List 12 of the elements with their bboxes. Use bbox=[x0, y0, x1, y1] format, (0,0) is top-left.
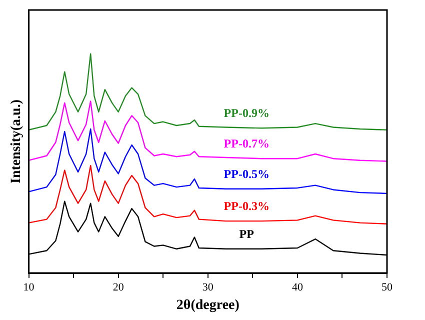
y-axis-title: Intensity(a.u.) bbox=[9, 99, 24, 184]
series-label: PP bbox=[239, 226, 254, 241]
x-tick-label: 10 bbox=[23, 281, 35, 294]
series-label: PP-0.5% bbox=[224, 166, 270, 181]
series-label: PP-0.3% bbox=[224, 199, 270, 214]
x-tick-label: 40 bbox=[292, 281, 304, 294]
x-tick-label: 50 bbox=[382, 281, 393, 294]
x-tick-label: 30 bbox=[202, 281, 214, 294]
series-label: PP-0.9% bbox=[224, 106, 270, 120]
x-axis-title: 2θ(degree) bbox=[176, 298, 240, 314]
series-label: PP-0.7% bbox=[224, 136, 270, 151]
x-tick-label: 20 bbox=[112, 281, 124, 294]
